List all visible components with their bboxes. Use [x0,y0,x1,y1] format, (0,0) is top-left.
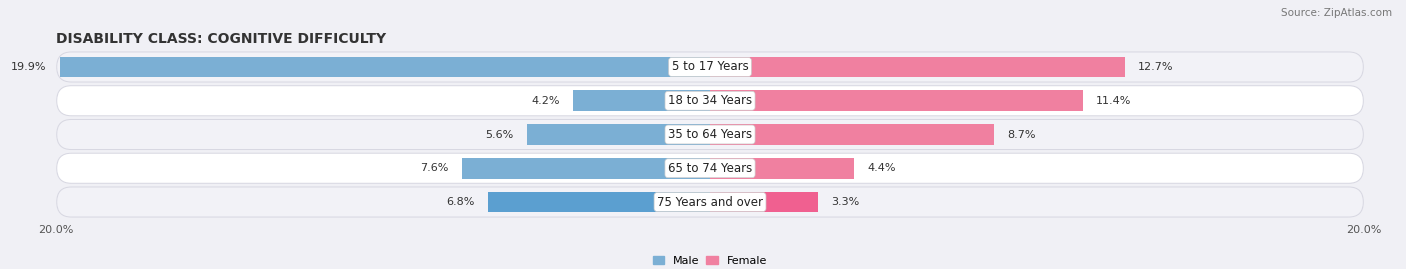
Text: 5 to 17 Years: 5 to 17 Years [672,61,748,73]
Bar [710,56,1125,77]
Text: 6.8%: 6.8% [446,197,475,207]
Text: 65 to 74 Years: 65 to 74 Years [668,162,752,175]
Bar [710,124,994,145]
Text: 11.4%: 11.4% [1095,96,1132,106]
FancyBboxPatch shape [56,119,1364,150]
Text: 35 to 64 Years: 35 to 64 Years [668,128,752,141]
FancyBboxPatch shape [58,154,1362,183]
FancyBboxPatch shape [56,153,1364,184]
FancyBboxPatch shape [58,120,1362,149]
FancyBboxPatch shape [56,51,1364,83]
Bar [710,192,818,213]
Bar [710,90,1083,111]
FancyBboxPatch shape [56,186,1364,218]
Bar [527,124,710,145]
Text: 12.7%: 12.7% [1139,62,1174,72]
Bar [488,192,710,213]
Text: Source: ZipAtlas.com: Source: ZipAtlas.com [1281,8,1392,18]
Bar [710,158,853,179]
Bar [572,90,710,111]
Text: 4.2%: 4.2% [531,96,560,106]
FancyBboxPatch shape [58,52,1362,82]
Text: 4.4%: 4.4% [868,163,896,173]
Legend: Male, Female: Male, Female [648,251,772,269]
Text: 8.7%: 8.7% [1008,129,1036,140]
Text: DISABILITY CLASS: COGNITIVE DIFFICULTY: DISABILITY CLASS: COGNITIVE DIFFICULTY [56,32,387,46]
FancyBboxPatch shape [58,187,1362,217]
Text: 7.6%: 7.6% [420,163,449,173]
FancyBboxPatch shape [58,86,1362,115]
Text: 19.9%: 19.9% [11,62,46,72]
Text: 5.6%: 5.6% [485,129,515,140]
FancyBboxPatch shape [56,85,1364,116]
Text: 75 Years and over: 75 Years and over [657,196,763,208]
Bar [59,56,710,77]
Bar [461,158,710,179]
Text: 18 to 34 Years: 18 to 34 Years [668,94,752,107]
Text: 3.3%: 3.3% [831,197,859,207]
